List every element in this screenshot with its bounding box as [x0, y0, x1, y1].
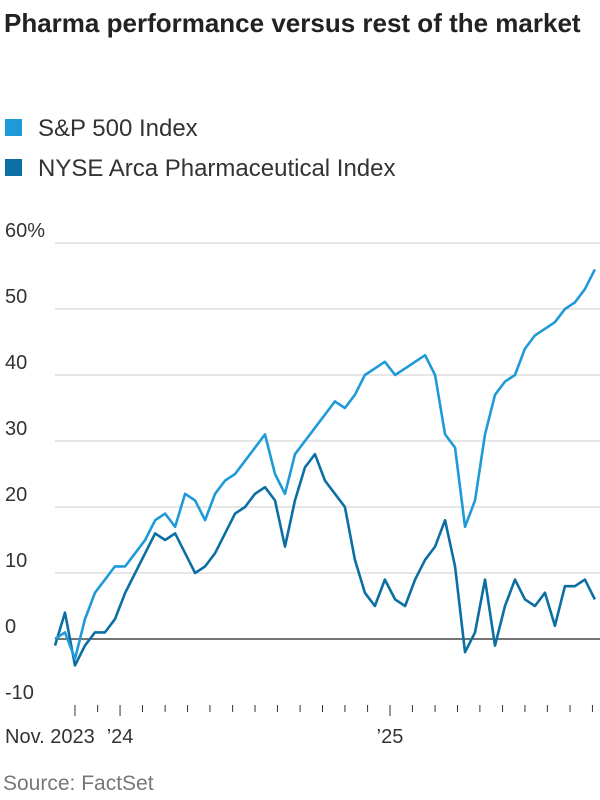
legend-swatch	[5, 119, 22, 136]
x-tick-label: Nov. 2023	[5, 726, 95, 748]
y-tick-label: 30	[5, 418, 27, 440]
legend-label: NYSE Arca Pharmaceutical Index	[38, 155, 396, 182]
y-tick-label: 20	[5, 484, 27, 506]
y-tick-label: 0	[5, 616, 16, 638]
series-line	[53, 452, 597, 667]
series-line	[54, 268, 597, 661]
y-tick-label: -10	[5, 682, 34, 704]
y-tick-label: 60%	[5, 220, 45, 242]
source-note: Source: FactSet	[3, 772, 154, 795]
y-tick-label: 40	[5, 352, 27, 374]
y-tick-label: 10	[5, 550, 27, 572]
legend-label: S&P 500 Index	[38, 115, 198, 142]
y-tick-label: 50	[5, 286, 27, 308]
x-tick-label: ’25	[377, 726, 404, 748]
x-tick-label: ’24	[107, 726, 134, 748]
chart-title: Pharma performance versus rest of the ma…	[4, 8, 581, 38]
legend-swatch	[5, 159, 22, 176]
